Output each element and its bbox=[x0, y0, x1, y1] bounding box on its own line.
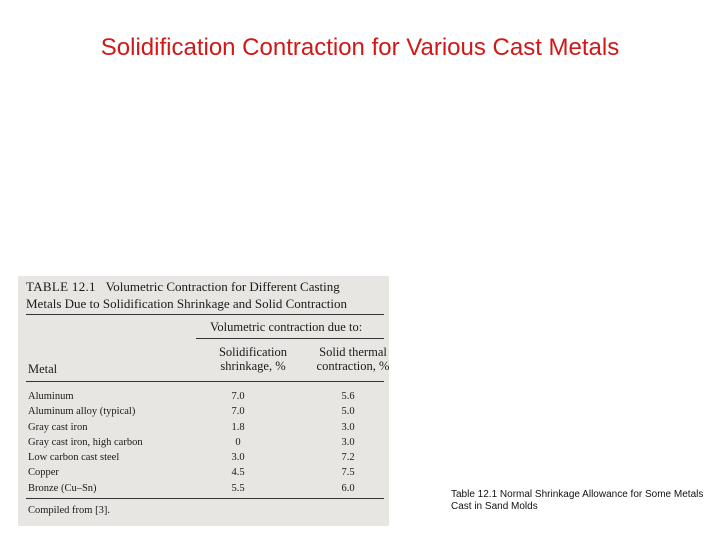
table-row: Bronze (Cu–Sn) 5.5 6.0 bbox=[28, 481, 388, 496]
table-row: Copper 4.5 7.5 bbox=[28, 465, 388, 480]
thermal-cell: 6.0 bbox=[341, 482, 355, 494]
metal-cell: Bronze (Cu–Sn) bbox=[28, 482, 97, 494]
table-title-line2: Metals Due to Solidification Shrinkage a… bbox=[26, 296, 347, 311]
metal-cell: Gray cast iron bbox=[28, 421, 88, 433]
thermal-cell: 7.5 bbox=[341, 467, 355, 479]
metal-cell: Gray cast iron, high carbon bbox=[28, 436, 143, 448]
thermal-cell: 5.6 bbox=[341, 391, 355, 402]
table-label: TABLE 12.1 bbox=[26, 279, 96, 294]
col-thermal-header: Solid thermal contraction, % bbox=[302, 345, 404, 373]
solidification-cell: 7.0 bbox=[231, 391, 245, 402]
col2-header-line1: Solid thermal bbox=[319, 345, 387, 359]
scanned-table-image: TABLE 12.1 Volumetric Contraction for Di… bbox=[18, 276, 389, 526]
col1-header-line1: Solidification bbox=[218, 345, 288, 359]
solidification-cell: 4.5 bbox=[231, 467, 245, 479]
table-row: Gray cast iron 1.8 3.0 bbox=[28, 420, 388, 435]
metal-cell: Aluminum alloy (typical) bbox=[28, 406, 136, 418]
col2-header-line2: contraction, % bbox=[316, 359, 390, 373]
table-caption: TABLE 12.1 Volumetric Contraction for Di… bbox=[26, 278, 386, 312]
group-rule bbox=[196, 338, 384, 339]
header-rule bbox=[26, 381, 384, 382]
metal-cell: Copper bbox=[28, 467, 59, 479]
thermal-cell: 3.0 bbox=[341, 421, 355, 433]
top-rule bbox=[26, 314, 384, 315]
col1-header-line2: shrinkage, % bbox=[220, 359, 286, 373]
solidification-cell: 0 bbox=[235, 436, 241, 448]
solidification-cell: 7.0 bbox=[231, 406, 245, 418]
table-title-line1: Volumetric Contraction for Different Cas… bbox=[105, 279, 340, 294]
bottom-rule bbox=[26, 498, 384, 499]
thermal-cell: 5.0 bbox=[341, 406, 355, 418]
table-row: Aluminum alloy (typical) 7.0 5.0 bbox=[28, 404, 388, 419]
table-source: Compiled from [3]. bbox=[28, 505, 110, 516]
group-header: Volumetric contraction due to: bbox=[210, 320, 363, 334]
solidification-cell: 3.0 bbox=[231, 452, 245, 464]
table-row: Low carbon cast steel 3.0 7.2 bbox=[28, 450, 388, 465]
slide-title: Solidification Contraction for Various C… bbox=[100, 34, 620, 61]
solidification-cell: 5.5 bbox=[231, 482, 245, 494]
metal-cell: Aluminum bbox=[28, 391, 74, 402]
metal-cell: Low carbon cast steel bbox=[28, 452, 120, 464]
table-row: Aluminum 7.0 5.6 bbox=[28, 389, 388, 404]
solidification-cell: 1.8 bbox=[231, 421, 245, 433]
thermal-cell: 3.0 bbox=[341, 436, 355, 448]
col-metal-header: Metal bbox=[28, 362, 58, 376]
thermal-cell: 7.2 bbox=[341, 452, 355, 464]
table-body: Aluminum 7.0 5.6 Aluminum alloy (typical) 7… bbox=[28, 389, 388, 496]
col-solidification-header: Solidification shrinkage, % bbox=[208, 345, 298, 373]
figure-caption: Table 12.1 Normal Shrinkage Allowance fo… bbox=[451, 489, 704, 512]
table-row: Gray cast iron, high carbon 0 3.0 bbox=[28, 435, 388, 450]
